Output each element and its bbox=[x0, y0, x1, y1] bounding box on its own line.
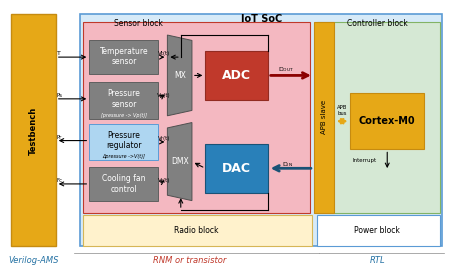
Polygon shape bbox=[167, 35, 192, 116]
FancyBboxPatch shape bbox=[314, 21, 334, 213]
Text: Testbench: Testbench bbox=[29, 107, 38, 155]
Text: APB slave: APB slave bbox=[321, 100, 327, 134]
Text: Pressure
regulator: Pressure regulator bbox=[106, 131, 142, 150]
Text: D$_\mathregular{IN}$: D$_\mathregular{IN}$ bbox=[282, 160, 292, 169]
Text: DAC: DAC bbox=[222, 162, 251, 175]
Text: Vr(t): Vr(t) bbox=[158, 178, 170, 183]
Text: Power block: Power block bbox=[354, 226, 400, 235]
FancyBboxPatch shape bbox=[205, 144, 268, 193]
FancyBboxPatch shape bbox=[89, 82, 158, 119]
Text: Vr(t): Vr(t) bbox=[158, 136, 170, 141]
FancyBboxPatch shape bbox=[83, 21, 310, 213]
FancyBboxPatch shape bbox=[317, 215, 440, 246]
Text: T: T bbox=[58, 51, 61, 56]
FancyBboxPatch shape bbox=[81, 14, 442, 246]
FancyBboxPatch shape bbox=[351, 93, 424, 149]
FancyBboxPatch shape bbox=[89, 124, 158, 160]
Text: APB
bus: APB bus bbox=[337, 105, 347, 116]
FancyBboxPatch shape bbox=[11, 14, 56, 246]
Text: Pr: Pr bbox=[57, 135, 62, 140]
FancyBboxPatch shape bbox=[317, 21, 440, 213]
Text: Vt(t): Vt(t) bbox=[158, 51, 170, 56]
Text: Cooling fan
control: Cooling fan control bbox=[102, 174, 146, 194]
Text: Cortex-M0: Cortex-M0 bbox=[359, 116, 415, 126]
Text: MX: MX bbox=[174, 71, 186, 80]
Text: Fc: Fc bbox=[56, 178, 63, 183]
FancyBboxPatch shape bbox=[89, 41, 158, 74]
Text: [pressure -> Vp(t)]: [pressure -> Vp(t)] bbox=[101, 113, 147, 118]
Text: Ps: Ps bbox=[56, 93, 63, 98]
Text: Vp(t): Vp(t) bbox=[157, 93, 171, 98]
Text: ADC: ADC bbox=[222, 69, 251, 82]
Text: Interrupt: Interrupt bbox=[353, 158, 377, 163]
Text: Controller block: Controller block bbox=[347, 19, 408, 28]
FancyBboxPatch shape bbox=[83, 215, 312, 246]
Text: RNM or transistor: RNM or transistor bbox=[153, 256, 226, 265]
Text: Sensor block: Sensor block bbox=[114, 19, 163, 28]
Polygon shape bbox=[167, 123, 192, 201]
Text: Radio block: Radio block bbox=[174, 226, 219, 235]
Text: Δpressure ->V(t)]: Δpressure ->V(t)] bbox=[103, 154, 145, 159]
Text: Pressure
sensor: Pressure sensor bbox=[108, 89, 140, 109]
Text: Verilog-AMS: Verilog-AMS bbox=[8, 256, 58, 265]
Text: IoT SoC: IoT SoC bbox=[240, 14, 282, 24]
Text: Temperature
sensor: Temperature sensor bbox=[99, 47, 148, 66]
Text: RTL: RTL bbox=[369, 256, 385, 265]
FancyBboxPatch shape bbox=[89, 167, 158, 201]
Text: D$_\mathregular{OUT}$: D$_\mathregular{OUT}$ bbox=[278, 65, 294, 74]
FancyBboxPatch shape bbox=[205, 51, 268, 100]
Text: DMX: DMX bbox=[171, 157, 189, 166]
